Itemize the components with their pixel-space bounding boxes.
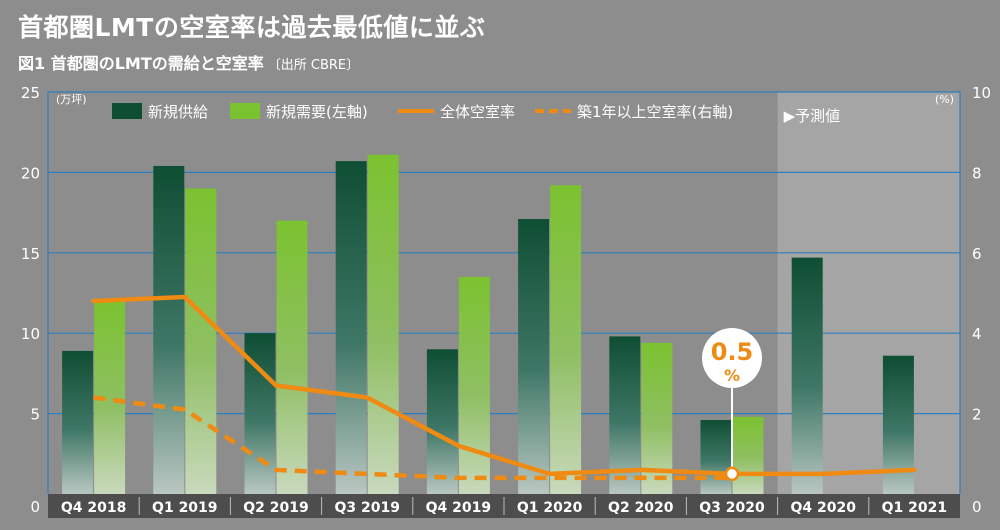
callout-unit: % — [724, 366, 740, 385]
x-tick-label: Q1 2019 — [152, 500, 217, 516]
y-right-tick-label: 4 — [972, 325, 982, 343]
x-tick-label: Q1 2021 — [882, 500, 947, 516]
legend-label: 新規需要(左軸) — [266, 103, 368, 121]
callout-value: 0.5 — [711, 338, 754, 366]
forecast-label: ▶予測値 — [784, 107, 841, 125]
bar-supply — [791, 257, 823, 494]
bar-demand — [367, 154, 399, 494]
y-left-tick-label: 15 — [21, 245, 40, 263]
legend-label: 築1年以上空室率(右軸) — [577, 103, 733, 121]
y-right-tick-label: 8 — [972, 164, 982, 182]
figure-source: 〔出所 CBRE〕 — [267, 58, 360, 73]
bar-supply — [518, 219, 550, 495]
bar-supply — [335, 161, 367, 495]
y-right-tick-label: 0 — [972, 498, 982, 516]
x-tick-label: Q3 2019 — [334, 500, 399, 516]
y-right-tick-label: 2 — [972, 406, 982, 424]
bar-demand — [276, 220, 308, 494]
legend-swatch — [112, 103, 142, 119]
figure-subtitle: 図1 首都圏のLMTの需給と空室率 〔出所 CBRE〕 — [18, 50, 359, 74]
y-left-tick-label: 20 — [21, 164, 40, 182]
bar-supply — [62, 350, 94, 494]
figure-title: 図1 首都圏のLMTの需給と空室率 — [18, 54, 264, 73]
y-right-tick-label: 10 — [972, 84, 991, 102]
y-left-tick-label: 0 — [30, 498, 40, 516]
legend-label: 全体空室率 — [440, 103, 515, 121]
callout-marker — [724, 466, 740, 482]
x-tick-label: Q1 2020 — [517, 500, 583, 516]
y-left-tick-label: 5 — [30, 406, 40, 424]
x-tick-label: Q4 2020 — [790, 500, 856, 516]
y-right-tick-label: 6 — [972, 245, 982, 263]
x-tick-label: Q4 2019 — [426, 500, 491, 516]
bar-supply — [426, 349, 458, 494]
bar-supply — [700, 420, 732, 494]
series-line-vacancy-1yr — [93, 395, 732, 481]
legend-label: 新規供給 — [148, 103, 208, 121]
y-right-unit: (%) — [935, 93, 954, 106]
bar-demand — [185, 188, 217, 495]
bar-demand — [458, 276, 490, 494]
y-left-tick-label: 25 — [21, 84, 40, 102]
x-tick-label: Q4 2018 — [61, 500, 126, 516]
bar-demand — [732, 416, 764, 494]
x-tick-label: Q2 2020 — [608, 500, 674, 516]
series-line-vacancy-total — [91, 294, 917, 477]
x-tick-label: Q2 2019 — [243, 500, 308, 516]
legend-swatch — [230, 103, 260, 119]
x-tick-label: Q3 2020 — [699, 500, 765, 516]
bar-demand — [550, 185, 582, 494]
bar-supply — [153, 165, 185, 494]
y-left-tick-label: 10 — [21, 325, 40, 343]
callout-bubble — [702, 328, 762, 388]
headline: 首都圏LMTの空室率は過去最低値に並ぶ — [18, 13, 486, 42]
bar-supply — [609, 336, 641, 494]
y-left-unit: (万坪) — [56, 93, 87, 106]
